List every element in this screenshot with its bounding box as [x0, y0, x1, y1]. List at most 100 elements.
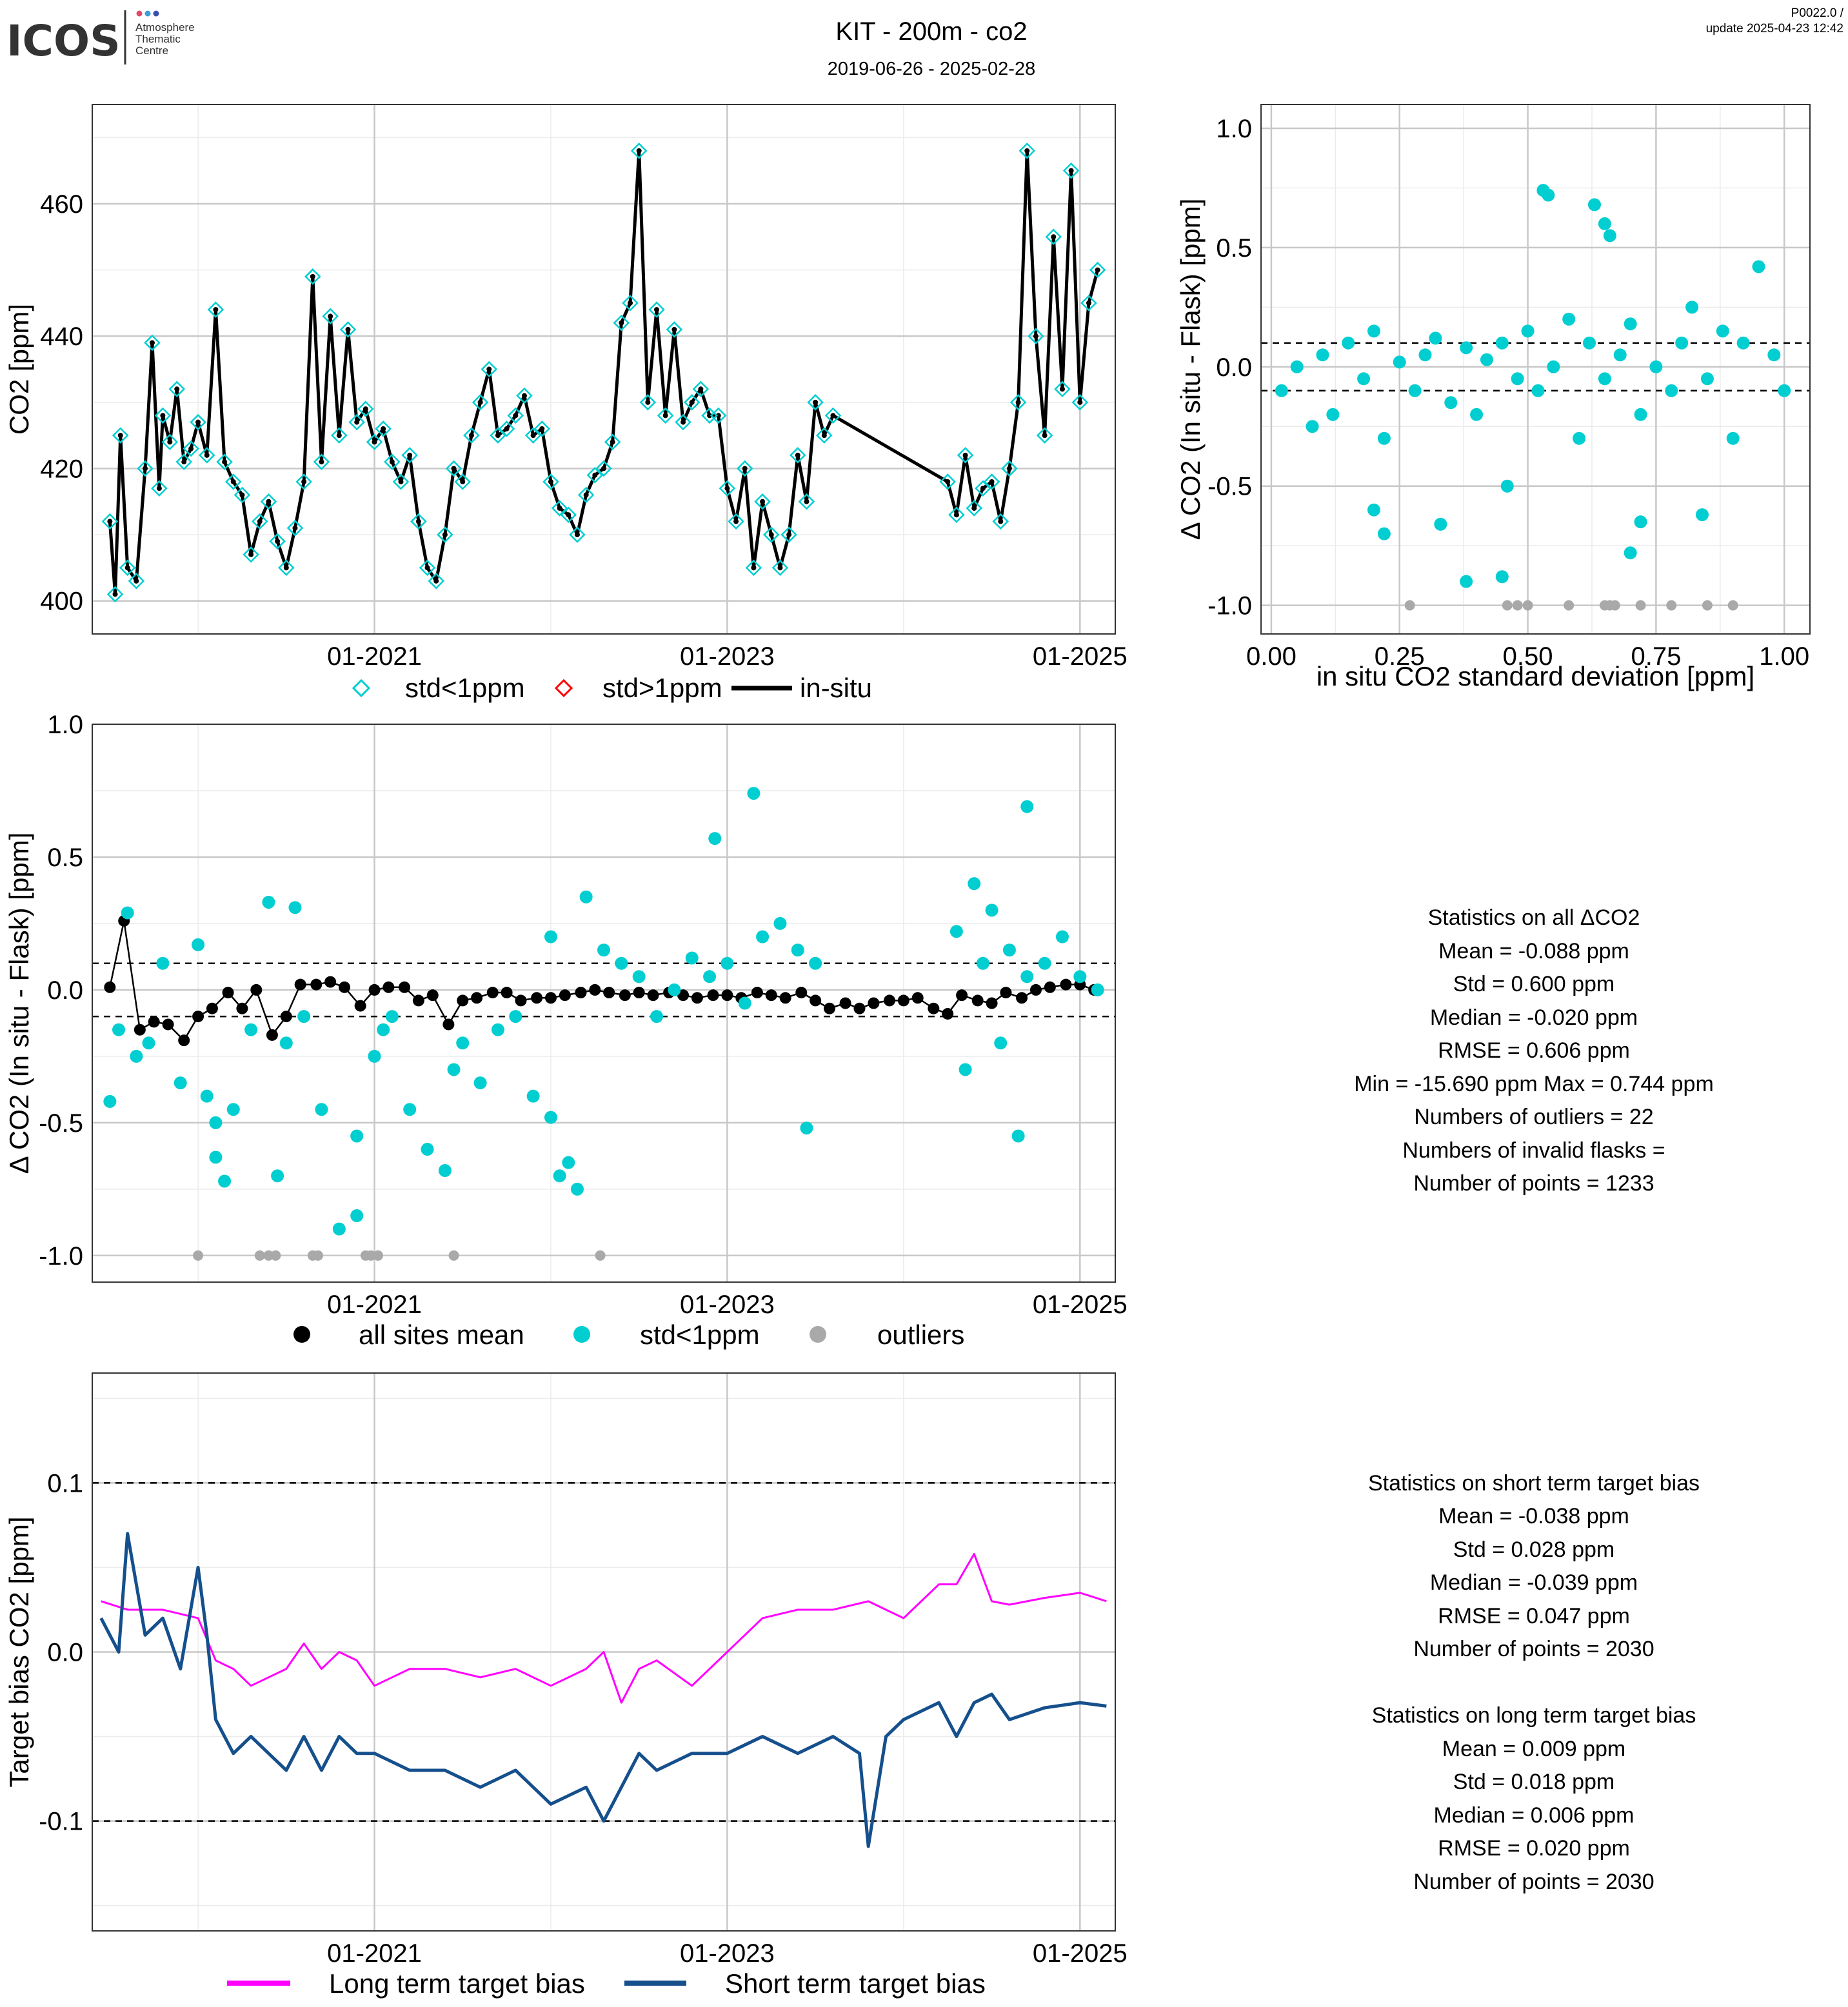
- all-sites-mean-point: [134, 1023, 146, 1036]
- std-lt-1ppm-point: [1583, 336, 1596, 350]
- x-tick-label: 01-2021: [327, 1290, 422, 1319]
- all-sites-mean-point: [399, 981, 411, 993]
- stats-bias-line-9: Std = 0.018 ppm: [1453, 1770, 1615, 1794]
- std-lt-1ppm-point: [1434, 517, 1447, 531]
- all-sites-mean-point: [294, 978, 306, 991]
- legend-marker-outliers: [810, 1326, 826, 1343]
- legend-delta: all sites mean std<1ppm outliers: [293, 1320, 964, 1350]
- flask-point-diamond: [437, 526, 453, 543]
- legend-label-outliers: outliers: [877, 1320, 964, 1350]
- all-sites-mean-point: [515, 994, 527, 1007]
- all-sites-mean-point: [824, 1002, 836, 1014]
- x-tick-label: 0.00: [1246, 642, 1297, 671]
- std-lt-1ppm-point: [632, 970, 646, 984]
- short-term-bias-line: [99, 1532, 1107, 1848]
- all-sites-mean-point: [897, 994, 909, 1007]
- std-lt-1ppm-point: [209, 1116, 223, 1129]
- legend-bias: Long term target bias Short term target …: [227, 1968, 986, 1999]
- std-lt-1ppm-point: [738, 996, 751, 1010]
- flask-point-diamond: [101, 513, 119, 530]
- std-lt-1ppm-point: [174, 1076, 187, 1090]
- std-lt-1ppm-point: [544, 1111, 557, 1124]
- std-lt-1ppm-point: [209, 1151, 223, 1164]
- all-sites-mean-point: [412, 994, 424, 1007]
- std-lt-1ppm-point: [1752, 260, 1765, 273]
- flask-point-diamond: [1001, 460, 1018, 477]
- in-situ-point: [424, 565, 430, 571]
- std-lt-1ppm-point: [1377, 527, 1391, 540]
- std-lt-1ppm-point: [1460, 341, 1473, 355]
- all-sites-mean-point: [280, 1011, 292, 1023]
- flask-point-diamond: [490, 427, 506, 444]
- logo-sub-3: Centre: [135, 44, 168, 57]
- in-situ-point: [557, 506, 562, 511]
- all-sites-mean-point: [619, 989, 631, 1002]
- all-sites-mean-point: [1029, 984, 1042, 996]
- all-sites-mean-point: [426, 989, 439, 1002]
- outlier-point: [1666, 600, 1677, 611]
- stats-all-block: Statistics on all ΔCO2 Mean = -0.088 ppm…: [1354, 905, 1714, 1196]
- in-situ-point: [574, 532, 580, 538]
- y-tick-label: 0.1: [47, 1469, 83, 1498]
- stats-bias-line-7: Statistics on long term target bias: [1372, 1703, 1696, 1728]
- std-lt-1ppm-point: [279, 1036, 293, 1050]
- std-lt-1ppm-point: [985, 904, 999, 917]
- outlier-point: [1564, 600, 1575, 611]
- flask-point-diamond: [692, 381, 710, 398]
- std-lt-1ppm-point: [1429, 331, 1442, 345]
- flask-point-diamond: [975, 480, 991, 497]
- std-lt-1ppm-point: [315, 1103, 328, 1116]
- std-lt-1ppm-point: [1367, 324, 1380, 338]
- flask-point-diamond: [595, 460, 612, 477]
- flask-point-diamond: [384, 453, 401, 470]
- stats-bias-block: Statistics on short term target bias Mea…: [1368, 1471, 1700, 1894]
- in-situ-point: [786, 532, 792, 538]
- flask-point-diamond: [331, 427, 348, 444]
- std-lt-1ppm-point: [438, 1164, 452, 1177]
- std-lt-1ppm-point: [791, 944, 804, 957]
- flask-point-diamond: [1071, 394, 1089, 411]
- std-lt-1ppm-point: [570, 1182, 584, 1196]
- in-situ-point: [275, 539, 281, 544]
- y-tick-label: 400: [40, 588, 83, 616]
- stats-all-line-4: RMSE = 0.606 ppm: [1438, 1038, 1630, 1063]
- all-sites-mean-point: [911, 992, 924, 1004]
- in-situ-point: [1015, 399, 1021, 405]
- std-lt-1ppm-point: [1091, 983, 1104, 996]
- logo-sub-1: Atmosphere: [135, 21, 195, 34]
- flask-point-diamond: [560, 506, 577, 524]
- flask-point-diamond: [1080, 295, 1097, 311]
- std-lt-1ppm-point: [271, 1169, 284, 1183]
- std-lt-1ppm-point: [1511, 372, 1524, 386]
- flask-point-diamond: [710, 407, 727, 424]
- flask-point-diamond: [269, 533, 286, 550]
- std-lt-1ppm-point: [473, 1076, 487, 1090]
- std-lt-1ppm-point: [1547, 360, 1560, 373]
- std-lt-1ppm-point: [553, 1169, 566, 1183]
- all-sites-mean-point: [839, 997, 851, 1009]
- flask-point-diamond: [207, 301, 224, 318]
- delta-timeseries-chart: -1.0 -0.5 0.0 0.5 1.0 01-2021 01-2023 01-2025 Δ …: [4, 711, 1128, 1319]
- std-lt-1ppm-point: [685, 951, 699, 965]
- all-sites-mean-point: [531, 992, 543, 1004]
- in-situ-point: [662, 413, 668, 419]
- in-situ-point: [181, 459, 187, 465]
- in-situ-point: [167, 439, 173, 445]
- std-lt-1ppm-point: [226, 1103, 240, 1116]
- in-situ-point: [998, 519, 1004, 524]
- in-situ-point: [628, 300, 633, 306]
- flask-point-diamond: [780, 526, 797, 543]
- in-situ-point: [363, 406, 368, 412]
- in-situ-point: [610, 439, 615, 445]
- outlier-point: [372, 1250, 383, 1261]
- std-lt-1ppm-point: [421, 1143, 434, 1156]
- in-situ-point: [962, 452, 968, 458]
- flask-point-diamond: [112, 427, 129, 444]
- std-lt-1ppm-point: [509, 1010, 522, 1023]
- flask-point-diamond: [375, 420, 392, 437]
- y-tick-label: 440: [40, 322, 83, 351]
- std-lt-1ppm-point: [218, 1174, 232, 1188]
- y-tick-label: -0.5: [39, 1109, 83, 1138]
- stats-all-line-2: Std = 0.600 ppm: [1453, 972, 1615, 996]
- std-lt-1ppm-point: [562, 1156, 575, 1169]
